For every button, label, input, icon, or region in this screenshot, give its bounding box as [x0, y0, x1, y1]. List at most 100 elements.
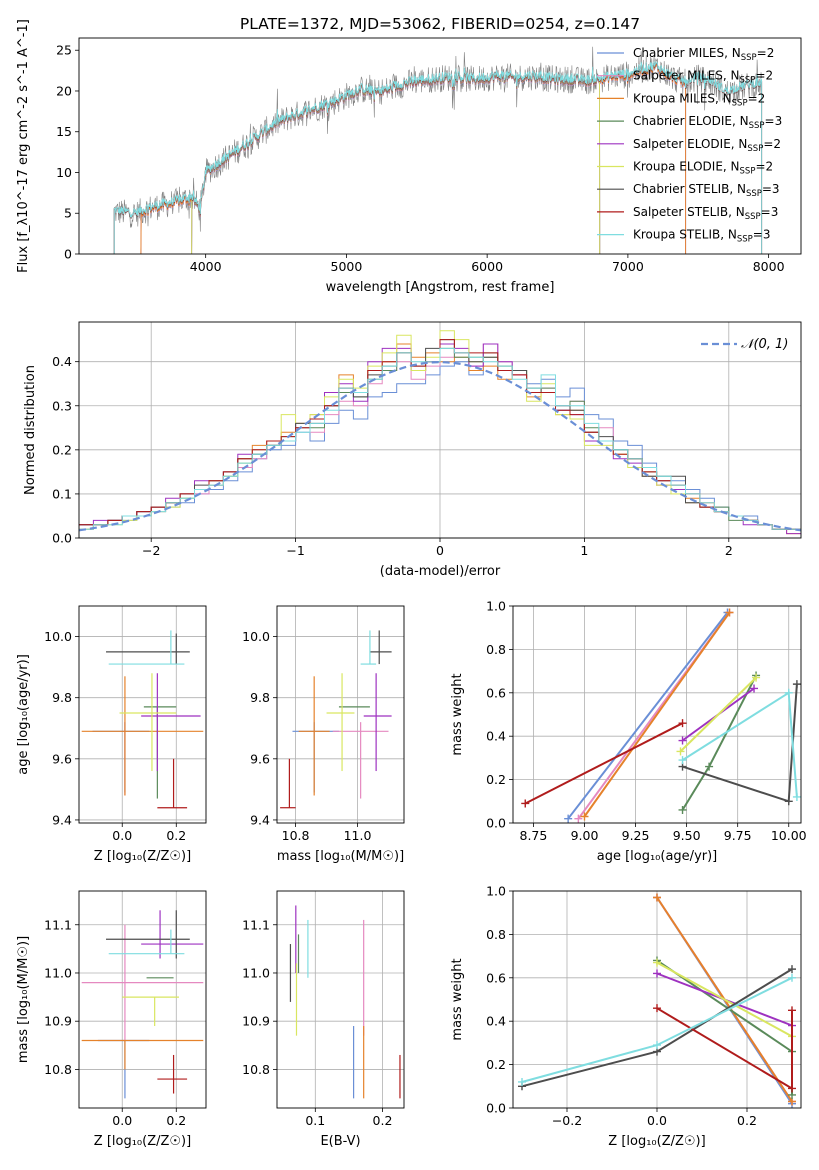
weight-marker	[678, 756, 687, 765]
y-tick-label: 0.6	[486, 685, 506, 700]
weight-marker	[788, 1006, 796, 1015]
weight-marker	[574, 814, 583, 823]
weight-marker	[784, 688, 793, 697]
y-tick-label: 0.0	[486, 816, 506, 831]
legend-sub: SSP	[732, 98, 748, 108]
y-tick-label: 0.8	[486, 642, 506, 657]
y-tick-label: 10.8	[44, 1062, 72, 1077]
x-tick-label: 8.75	[520, 828, 548, 843]
weight-series-stelib_kroupa	[678, 688, 801, 801]
y-axis-label: mass weight	[450, 673, 465, 755]
weight-marker	[725, 608, 734, 617]
errorbar-stelib_salpeter	[157, 1054, 188, 1094]
errorbar-stelib_kroupa	[108, 929, 185, 955]
weight-marker	[653, 1041, 661, 1050]
y-tick-label: 10.8	[242, 1062, 270, 1077]
errorbar-miles_kroupa	[81, 1039, 204, 1070]
y-tick-label: 0	[64, 247, 72, 262]
axes-frame	[512, 605, 802, 824]
axes-frame	[512, 890, 802, 1109]
legend-entry-miles_chabrier: Chabrier MILES, NSSP=2	[633, 46, 774, 63]
x-tick-label: −0.2	[552, 1113, 582, 1128]
y-tick-label: 9.8	[52, 690, 72, 705]
y-tick-label: 0.2	[486, 1057, 506, 1072]
y-axis-label: Flux [f_λ10^-17 erg cm^-2 s^-1 A^-1]	[16, 19, 31, 273]
weight-line	[656, 1007, 793, 1091]
weight-line	[656, 961, 793, 1038]
model-spectrum-stelib_kroupa	[113, 61, 763, 254]
y-tick-label: 1.0	[486, 599, 506, 614]
axes-frame	[78, 605, 207, 824]
y-tick-label: 0.8	[486, 927, 506, 942]
axes-frame	[78, 37, 802, 255]
x-axis-label: age [log₁₀(age/yr)]	[597, 849, 718, 864]
weight-series-stelib_salpeter	[521, 719, 687, 808]
weight-series-elodie_kroupa	[676, 673, 761, 756]
y-tick-label: 0.1	[52, 486, 72, 501]
legend-tail: =3	[753, 228, 771, 242]
chart-spectrum: 4000 5000 6000 7000 8000 0 5 10 15 20 25 wavelength…	[16, 19, 802, 295]
x-tick-label: 10.8	[282, 828, 310, 843]
x-tick-label: 0.0	[647, 1113, 667, 1128]
weight-marker	[792, 792, 801, 801]
y-tick-label: 25	[56, 43, 72, 58]
weight-marker	[705, 762, 714, 771]
legend-label-normal: 𝒩(0, 1)	[741, 337, 788, 352]
chart-weight_vs_z: −0.2 0.0 0.2 0.0 0.2 0.4 0.6 0.8 1.0 Z [log₁₀(Z/Z…	[450, 884, 802, 1149]
x-tick-label: 8000	[753, 259, 785, 274]
legend-tail: =3	[765, 114, 783, 128]
legend-label: Kroupa STELIB, N	[633, 228, 737, 242]
x-axis-label: mass [log₁₀(M/M☉)]	[277, 849, 404, 864]
legend-sub: SSP	[737, 235, 753, 245]
x-tick-label: 4000	[190, 259, 222, 274]
chart-mass_vs_ebv: 0.1 0.2 10.8 10.9 11.0 11.1 E(B-V)	[242, 890, 405, 1149]
legend-label: Chabrier STELIB, N	[633, 182, 746, 196]
y-axis-label: mass [log₁₀(M/M☉)]	[16, 936, 31, 1063]
errorbar-stelib_salpeter	[157, 758, 188, 809]
legend-entry-elodie_chabrier: Chabrier ELODIE, NSSP=3	[633, 114, 782, 131]
errorbar-miles_salpeter	[332, 722, 389, 799]
errorbar-elodie_kroupa	[326, 673, 355, 772]
x-tick-label: 2	[725, 543, 733, 558]
x-tick-label: 7000	[612, 259, 644, 274]
weight-marker	[784, 797, 793, 806]
x-tick-label: 9.75	[724, 828, 752, 843]
legend-sub: SSP	[740, 76, 756, 86]
x-tick-label: 0.0	[112, 1113, 132, 1128]
y-tick-label: 9.4	[52, 812, 72, 827]
x-tick-label: 6000	[471, 259, 503, 274]
legend-entry-stelib_kroupa: Kroupa STELIB, NSSP=3	[633, 228, 771, 245]
x-tick-label: 1	[580, 543, 588, 558]
errorbar-miles_salpeter	[81, 924, 204, 1041]
x-tick-label: 11.0	[344, 828, 372, 843]
legend-sub: SSP	[749, 121, 765, 131]
y-axis-label: Normed distribution	[23, 365, 38, 495]
axes-frame	[78, 890, 207, 1109]
residual-plot-area	[79, 330, 801, 538]
weight-line	[679, 676, 757, 753]
y-tick-label: 9.8	[250, 690, 270, 705]
legend-label: Kroupa MILES, N	[633, 91, 732, 105]
errorbar-elodie_salpeter	[141, 673, 201, 772]
weight-marker	[676, 747, 685, 756]
y-tick-label: 0.2	[486, 772, 506, 787]
x-tick-label: −1	[286, 543, 304, 558]
legend-tail: =2	[755, 69, 773, 83]
legend-entry-elodie_kroupa: Kroupa ELODIE, NSSP=2	[633, 160, 773, 177]
x-axis-label: wavelength [Angstrom, rest frame]	[326, 280, 555, 295]
x-tick-label: 9.00	[571, 828, 599, 843]
y-tick-label: 10.9	[44, 1014, 72, 1029]
legend-sub: SSP	[746, 189, 762, 199]
age_vs_z-plot-area	[81, 630, 204, 809]
y-tick-label: 11.0	[44, 965, 72, 980]
y-tick-label: 10	[56, 165, 72, 180]
age_vs_mass-plot-area	[280, 630, 392, 809]
weight-line	[567, 611, 729, 820]
legend-label: Kroupa ELODIE, N	[633, 160, 740, 174]
weight-marker	[792, 680, 801, 689]
x-tick-label: 0.0	[112, 828, 132, 843]
x-tick-label: 0.1	[305, 1113, 325, 1128]
x-axis-label: (data-model)/error	[380, 564, 501, 579]
legend-entry-miles_salpeter: Salpeter MILES, NSSP=2	[633, 69, 773, 86]
